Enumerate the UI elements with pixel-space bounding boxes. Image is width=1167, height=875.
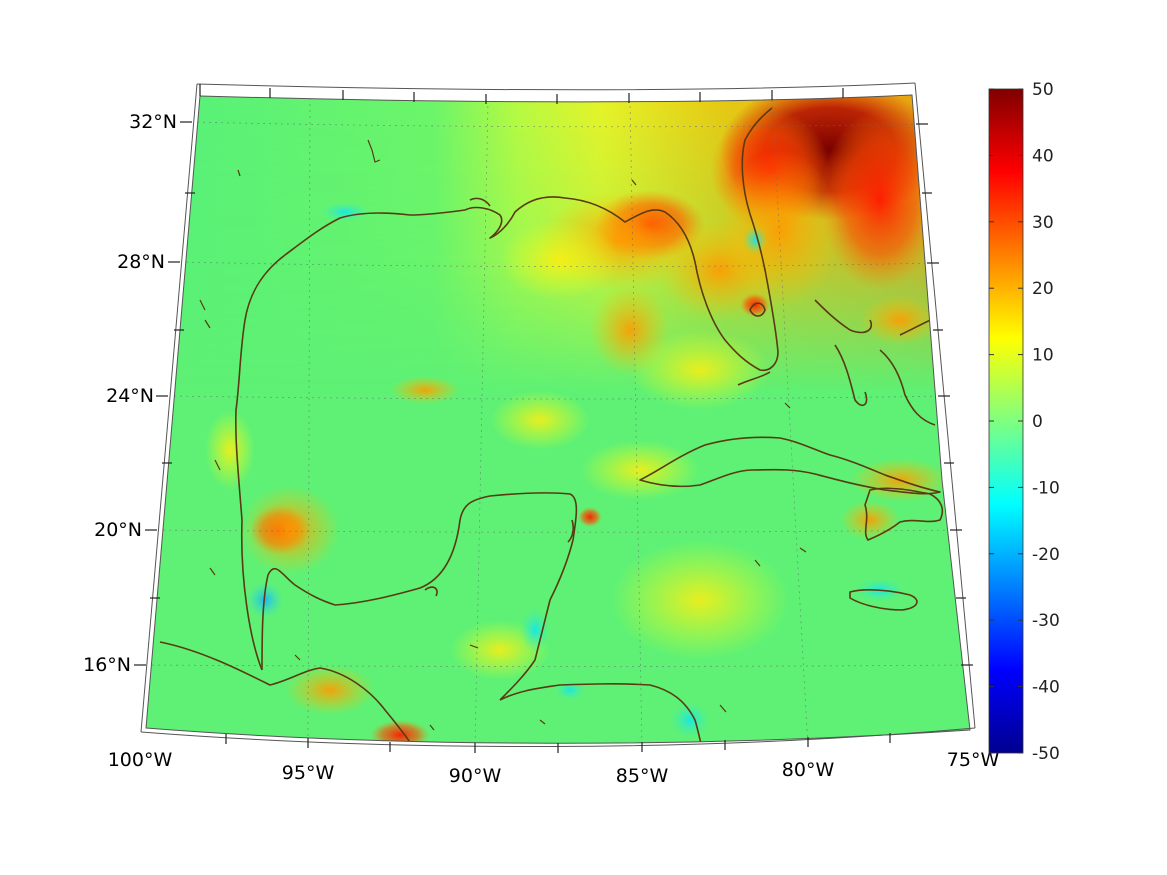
- coastline-details: [199, 139, 807, 731]
- latitude-tick-labels: 32°N 28°N 24°N 20°N 16°N: [83, 111, 177, 676]
- lat-tick-label: 28°N: [117, 251, 165, 273]
- colorbar-tick-label: -10: [1032, 478, 1060, 498]
- colorbar-tick-label: 50: [1032, 80, 1054, 100]
- colorbar-tick-label: 10: [1032, 346, 1054, 366]
- lon-tick-label: 100°W: [108, 749, 173, 771]
- colorbar: 50 40 30 20 10 0 -10 -20 -30 -40 -50: [988, 80, 1060, 764]
- colorbar-tick-label: 0: [1032, 412, 1043, 432]
- colorbar-ticks: 50 40 30 20 10 0 -10 -20 -30 -40 -50: [989, 80, 1060, 764]
- lat-tick-label: 24°N: [106, 385, 154, 407]
- lon-tick-label: 85°W: [616, 765, 669, 787]
- colorbar-tick-label: 20: [1032, 279, 1054, 299]
- lon-tick-label: 90°W: [449, 765, 502, 787]
- colorbar-tick-label: -20: [1032, 545, 1060, 565]
- lon-tick-label: 95°W: [282, 762, 335, 784]
- data-field: [146, 95, 970, 744]
- colorbar-gradient: [988, 88, 1024, 754]
- lat-tick-label: 32°N: [129, 111, 177, 133]
- lon-tick-label: 75°W: [947, 749, 1000, 771]
- lat-tick-label: 16°N: [83, 654, 131, 676]
- colorbar-tick-label: -40: [1032, 678, 1060, 698]
- coastline: [159, 107, 944, 744]
- map-frame: [134, 82, 976, 753]
- lon-tick-label: 80°W: [782, 759, 835, 781]
- longitude-tick-labels: 100°W 95°W 90°W 85°W 80°W 75°W: [108, 749, 1000, 787]
- colorbar-tick-label: 40: [1032, 146, 1054, 166]
- colorbar-tick-label: -50: [1032, 744, 1060, 764]
- colorbar-tick-label: 30: [1032, 213, 1054, 233]
- map-graticule: [146, 97, 970, 744]
- lat-tick-label: 20°N: [94, 519, 142, 541]
- colorbar-tick-label: -30: [1032, 611, 1060, 631]
